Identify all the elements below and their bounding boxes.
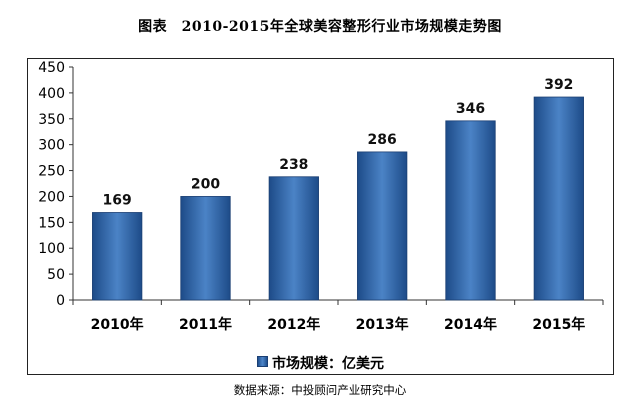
y-tick-label: 0: [56, 293, 65, 309]
x-tick-label: 2012年: [267, 316, 320, 333]
y-tick-label: 150: [38, 215, 65, 231]
chart-frame: 0 50 100 150 200 250 300 350 400 450 169 2010年 200 20…: [27, 58, 614, 375]
bar-2015年: [533, 96, 584, 301]
x-tick-label: 2015年: [532, 316, 585, 333]
x-tick-label: 2011年: [179, 316, 232, 333]
bar-2010年: [92, 212, 143, 301]
y-tick-label: 350: [38, 112, 65, 128]
y-tick-label: 200: [38, 189, 65, 205]
y-tick-label: 300: [38, 138, 65, 154]
bar-2012年: [268, 176, 319, 301]
data-label: 238: [279, 157, 308, 173]
bar-2013年: [357, 151, 408, 301]
x-tick-label: 2014年: [444, 316, 497, 333]
data-label: 392: [544, 77, 573, 93]
data-label: 346: [456, 101, 485, 117]
chart-legend: 市场规模：亿美元: [28, 353, 613, 373]
y-tick-label: 450: [38, 60, 65, 76]
x-tick-label: 2010年: [91, 316, 144, 333]
y-tick-label: 50: [47, 267, 65, 283]
bar-2014年: [445, 120, 496, 301]
data-source-note: 数据来源：中投顾问产业研究中心: [233, 383, 407, 397]
bar-chart: 0 50 100 150 200 250 300 350 400 450 169 2010年 200 20…: [38, 60, 604, 333]
y-tick-label: 100: [38, 241, 65, 257]
legend-swatch: [257, 356, 268, 367]
bar-2011年: [180, 196, 231, 301]
legend-label: 市场规模：亿美元: [272, 356, 384, 372]
data-label: 169: [103, 192, 132, 208]
x-tick-label: 2013年: [356, 316, 409, 333]
data-label: 286: [368, 132, 397, 148]
y-tick-label: 250: [38, 164, 65, 180]
data-label: 200: [191, 176, 220, 192]
y-tick-label: 400: [38, 86, 65, 102]
chart-title: 图表 2010-2015年全球美容整形行业市场规模走势图: [138, 19, 502, 35]
